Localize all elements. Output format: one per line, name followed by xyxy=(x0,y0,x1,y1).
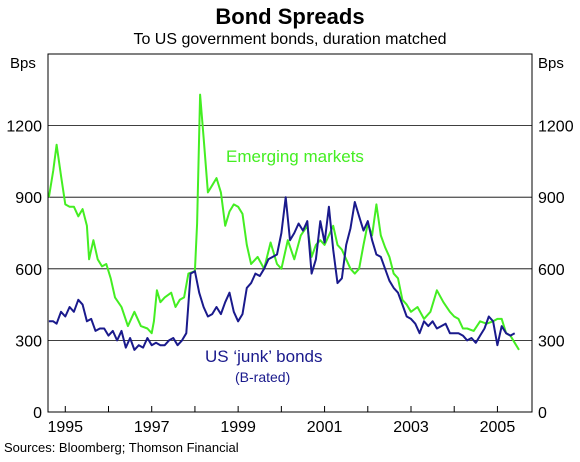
label-us-junk-bonds: US ‘junk’ bonds xyxy=(205,347,323,366)
gridlines xyxy=(48,125,532,341)
annotations: Emerging markets US ‘junk’ bonds (B-rated) xyxy=(205,147,364,385)
series-lines xyxy=(47,93,520,351)
y-axis: 0 0 300 300 600 600 900 900 1200 1200 xyxy=(6,119,573,422)
series-line-us-junk-bonds xyxy=(48,196,516,351)
y-tick-right-0: 0 xyxy=(538,405,547,422)
series-line-emerging-markets xyxy=(47,93,520,351)
y-tick-left-600: 600 xyxy=(15,262,42,279)
x-axis: 1995 1997 1999 2001 2003 2005 xyxy=(47,406,515,436)
y-tick-left-300: 300 xyxy=(15,333,42,350)
y-tick-left-1200: 1200 xyxy=(6,119,42,136)
plot-frame xyxy=(47,53,533,413)
y-axis-unit-left: Bps xyxy=(10,55,36,72)
x-tick-2001: 2001 xyxy=(307,419,343,436)
label-b-rated: (B-rated) xyxy=(235,369,290,385)
y-tick-right-1200: 1200 xyxy=(538,119,574,136)
y-tick-left-0: 0 xyxy=(33,405,42,422)
x-tick-1997: 1997 xyxy=(134,419,170,436)
chart-title: Bond Spreads xyxy=(215,4,365,29)
label-emerging-markets: Emerging markets xyxy=(226,147,364,166)
source-note: Sources: Bloomberg; Thomson Financial xyxy=(4,440,239,455)
chart-subtitle: To US government bonds, duration matched xyxy=(133,31,447,48)
y-tick-left-900: 900 xyxy=(15,190,42,207)
x-tick-2003: 2003 xyxy=(393,419,429,436)
y-tick-right-900: 900 xyxy=(538,190,565,207)
y-axis-unit-right: Bps xyxy=(538,55,564,72)
y-tick-right-600: 600 xyxy=(538,262,565,279)
x-tick-1999: 1999 xyxy=(220,419,256,436)
x-tick-1995: 1995 xyxy=(47,419,83,436)
x-tick-2005: 2005 xyxy=(480,419,516,436)
y-tick-right-300: 300 xyxy=(538,333,565,350)
